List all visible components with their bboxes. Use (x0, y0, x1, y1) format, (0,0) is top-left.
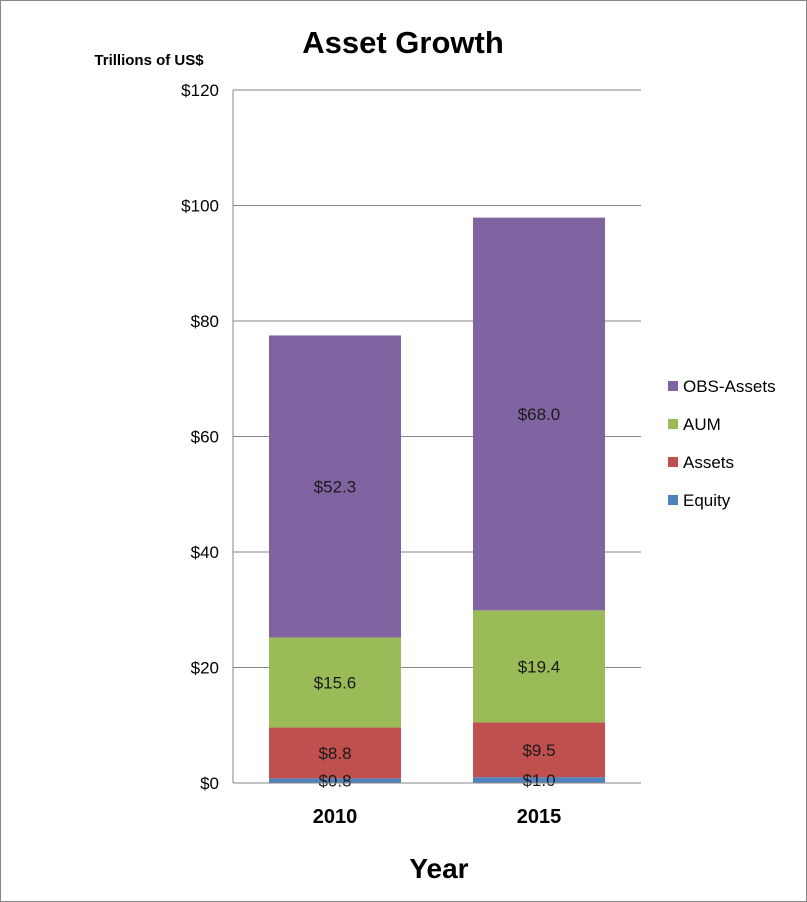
legend-entry: Assets (683, 453, 734, 472)
chart-title: Asset Growth (302, 25, 504, 60)
y-tick-label: $100 (181, 197, 219, 216)
bar-obs-assets-2010 (269, 335, 401, 638)
y-tick-label: $0 (200, 774, 219, 793)
legend-entry: AUM (683, 415, 721, 434)
bar-aum-2010 (269, 637, 401, 728)
data-labels: $0.8 $8.8 $15.6 $52.3 $1.0 $9.5 $19.4 $68.0 (314, 405, 561, 791)
bar-assets-2010 (269, 727, 401, 779)
y-tick-label: $80 (191, 312, 219, 331)
bar-assets-2015 (473, 722, 605, 778)
bars (269, 217, 605, 783)
bar-equity-2010 (269, 778, 401, 783)
y-tick-label: $20 (191, 659, 219, 678)
data-label: $9.5 (522, 741, 555, 760)
data-label: $1.0 (522, 771, 555, 790)
x-tick-label: 2010 (313, 806, 358, 828)
legend-swatch (668, 457, 678, 467)
bar-aum-2015 (473, 610, 605, 723)
legend-entry: Equity (683, 491, 731, 510)
data-label: $0.8 (318, 772, 351, 791)
data-label: $15.6 (314, 674, 357, 693)
y-tick-label: $120 (181, 81, 219, 100)
legend-entry: OBS-Assets (683, 377, 776, 396)
legend: OBS-Assets AUM Assets Equity (668, 377, 776, 510)
y-tick-label: $60 (191, 428, 219, 447)
bar-equity-2015 (473, 777, 605, 783)
legend-swatch (668, 495, 678, 505)
bar-obs-assets-2015 (473, 217, 605, 611)
y-axis-label: Trillions of US$ (94, 52, 204, 69)
y-axis-ticks: $0 $20 $40 $60 $80 $100 $120 (181, 81, 219, 793)
legend-swatch (668, 419, 678, 429)
x-axis-label: Year (409, 853, 468, 884)
data-label: $52.3 (314, 477, 357, 496)
legend-swatch (668, 381, 678, 391)
data-label: $8.8 (318, 744, 351, 763)
y-tick-label: $40 (191, 543, 219, 562)
data-label: $68.0 (518, 405, 561, 424)
x-axis-ticks: 2010 2015 (233, 782, 641, 828)
data-label: $19.4 (518, 657, 561, 676)
x-tick-label: 2015 (517, 806, 562, 828)
